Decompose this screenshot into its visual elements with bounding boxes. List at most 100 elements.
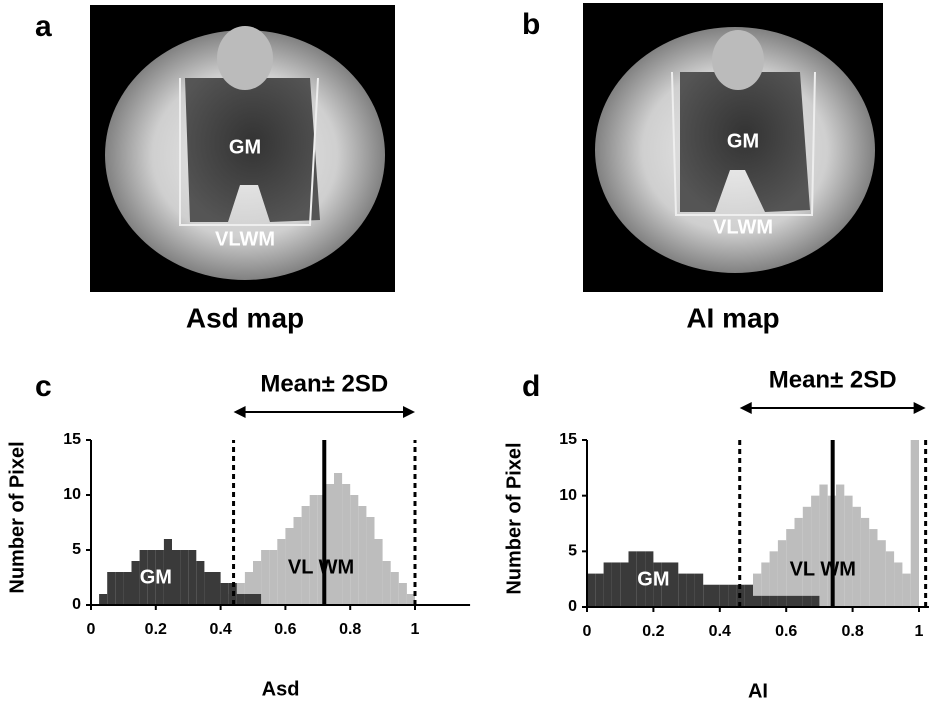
bar — [374, 539, 383, 605]
x-tick-label: 0.4 — [209, 621, 231, 638]
bar — [342, 484, 351, 605]
annotation: Mean± 2SD — [769, 366, 897, 393]
bar — [285, 528, 294, 605]
image-b — [583, 3, 883, 292]
bar — [350, 495, 359, 605]
bar — [802, 506, 812, 607]
x-tick-label: 0.2 — [642, 623, 664, 640]
bar — [628, 551, 637, 607]
bar — [636, 551, 646, 607]
panel-letter: a — [35, 10, 52, 43]
bar — [794, 595, 803, 607]
bar — [777, 540, 787, 607]
bar — [645, 551, 654, 607]
x-tick-label: 0.8 — [339, 621, 361, 638]
series-label: GM — [140, 566, 172, 588]
y-axis-label: Number of Pixel — [6, 441, 28, 593]
bar — [885, 551, 895, 607]
bar — [139, 550, 148, 605]
bar — [786, 529, 795, 607]
y-tick-label: 0 — [568, 598, 577, 615]
bar — [678, 573, 687, 607]
bar — [366, 517, 375, 605]
bar — [894, 562, 903, 607]
bar — [131, 561, 140, 605]
panel-letter: b — [522, 8, 540, 41]
y-tick-label: 0 — [72, 596, 81, 613]
bar — [777, 595, 787, 607]
y-tick-label: 15 — [63, 431, 81, 448]
x-axis-label: Asd — [262, 678, 300, 700]
bar — [877, 540, 886, 607]
x-tick-label: 1 — [915, 623, 924, 640]
bar — [269, 550, 278, 605]
bar — [147, 550, 156, 605]
bar — [115, 572, 124, 605]
bar — [769, 551, 778, 607]
bar — [761, 595, 770, 607]
region-label: VLWM — [215, 228, 275, 250]
y-tick-label: 5 — [568, 543, 577, 560]
bar — [794, 517, 803, 607]
bar — [603, 562, 612, 607]
bar — [236, 594, 245, 605]
bar — [261, 550, 270, 605]
bar — [163, 539, 172, 605]
bar — [317, 495, 326, 605]
y-tick-label: 10 — [63, 486, 81, 503]
bar — [694, 573, 704, 607]
x-tick-label: 0 — [583, 623, 592, 640]
bar — [293, 517, 302, 605]
x-tick-label: 0.6 — [775, 623, 797, 640]
bar — [155, 550, 164, 605]
bar — [382, 561, 391, 605]
bar — [325, 484, 334, 605]
x-tick-label: 0.8 — [841, 623, 863, 640]
series-label: GM — [637, 568, 669, 590]
bar — [277, 539, 286, 605]
bar — [611, 562, 621, 607]
bar — [653, 562, 662, 607]
bar — [358, 506, 367, 605]
bar — [852, 506, 861, 607]
y-axis-label: Number of Pixel — [503, 442, 525, 594]
bar — [587, 573, 596, 607]
image-caption: AI map — [686, 302, 779, 333]
bar — [753, 595, 762, 607]
bar — [836, 484, 845, 607]
bar — [719, 584, 729, 607]
y-tick-label: 10 — [559, 487, 577, 504]
x-tick-label: 0.4 — [709, 623, 731, 640]
x-tick-label: 0.2 — [145, 621, 167, 638]
bar — [860, 517, 870, 607]
annotation: Mean± 2SD — [260, 370, 388, 397]
bar — [811, 495, 820, 607]
bar — [711, 584, 720, 607]
bar — [99, 594, 108, 605]
bar — [661, 562, 670, 607]
bar — [670, 562, 679, 607]
bar — [301, 506, 310, 605]
bar — [244, 594, 253, 605]
bar — [204, 572, 213, 605]
bar — [220, 583, 229, 605]
x-tick-label: 0.6 — [274, 621, 296, 638]
bar — [769, 595, 778, 607]
series-label: VL WM — [790, 558, 856, 580]
bar — [334, 473, 343, 605]
bar — [753, 573, 762, 607]
bar — [253, 594, 262, 605]
bar — [244, 572, 253, 605]
x-axis-label: AI — [748, 680, 768, 702]
bar — [620, 562, 629, 607]
bar — [811, 595, 820, 607]
bar — [188, 550, 197, 605]
bar — [910, 440, 919, 607]
bar — [180, 550, 189, 605]
y-tick-label: 15 — [559, 431, 577, 448]
bar — [212, 572, 221, 605]
image-a — [90, 5, 395, 292]
bar — [761, 562, 770, 607]
bar — [123, 572, 132, 605]
panel-letter: d — [522, 370, 540, 403]
